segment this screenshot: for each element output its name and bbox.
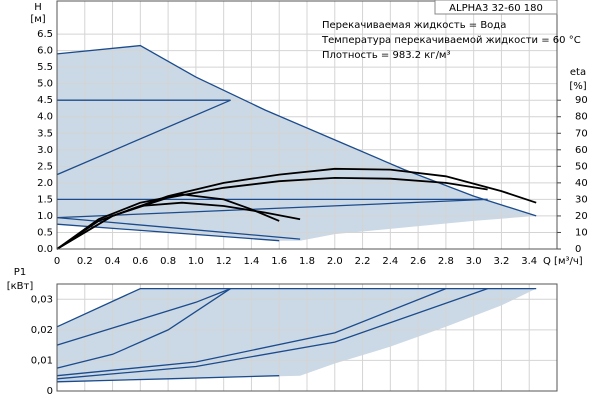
y2-tick-label: 40 (575, 178, 588, 189)
annotation: Перекачиваемая жидкость = Вода (322, 20, 506, 31)
y-tick-label: 3.0 (37, 145, 53, 156)
plot-frame (56, 0, 558, 250)
x-tick-label: 3.2 (493, 256, 509, 267)
y-tick-label: 0,01 (31, 355, 53, 366)
operating-area (57, 288, 537, 382)
x-tick-label: 0.4 (105, 256, 121, 267)
annotation: Плотность = 983.2 кг/м³ (322, 50, 451, 61)
x-tick-label: 0.6 (132, 256, 148, 267)
y2-tick-label: 70 (575, 128, 588, 139)
pump-curve (56, 287, 537, 328)
x-axis-label: Q [м³/ч] (543, 256, 583, 267)
y-tick-label: 4.0 (37, 112, 53, 123)
y2-axis-unit: [%] (569, 81, 586, 92)
pump-curve (56, 375, 280, 383)
x-tick-label: 2.2 (355, 256, 371, 267)
y-axis-label: P1 (14, 267, 26, 278)
x-tick-label: 0.8 (160, 256, 176, 267)
y-tick-label: 1.0 (37, 211, 53, 222)
y-tick-label: 5.0 (37, 79, 53, 90)
y-tick-label: 4.5 (37, 95, 53, 106)
x-tick-label: 3.0 (466, 256, 482, 267)
y-axis-unit: [кВт] (7, 281, 34, 292)
efficiency-curve (56, 193, 280, 250)
y-tick-label: 0,02 (31, 325, 53, 336)
plot-frame (56, 283, 558, 392)
x-tick-label: 1.4 (243, 256, 259, 267)
annotation: Температура перекачиваемой жидкости = 60… (321, 35, 581, 46)
y-tick-label: 0 (47, 386, 53, 397)
efficiency-curve (56, 201, 301, 250)
pump-curve (56, 287, 488, 380)
y-tick-label: 3.5 (37, 128, 53, 139)
x-tick-label: 1.2 (216, 256, 232, 267)
y-tick-label: 5.5 (37, 62, 53, 73)
x-tick-label: 3.4 (521, 256, 537, 267)
y2-tick-label: 10 (575, 227, 588, 238)
pump-curve (56, 198, 488, 219)
y-tick-label: 0.0 (37, 244, 53, 255)
x-tick-label: 0.2 (77, 256, 93, 267)
y-axis-unit: [м] (30, 14, 45, 25)
y2-tick-label: 0 (575, 244, 581, 255)
y-tick-label: 6.5 (37, 29, 53, 40)
x-tick-label: 1.0 (188, 256, 204, 267)
x-tick-label: 1.6 (271, 256, 287, 267)
pump-curve (56, 44, 537, 217)
y-tick-label: 1.5 (37, 194, 53, 205)
pump-curve (56, 287, 447, 377)
y2-tick-label: 30 (575, 194, 588, 205)
y2-tick-label: 80 (575, 112, 588, 123)
y-tick-label: 2.0 (37, 178, 53, 189)
pump-curve (56, 287, 231, 346)
y-tick-label: 2.5 (37, 161, 53, 172)
x-tick-label: 1.8 (299, 256, 315, 267)
y2-tick-label: 50 (575, 161, 588, 172)
chart-title: ALPHA3 32-60 180 (449, 3, 543, 14)
x-tick-label: 0 (54, 256, 60, 267)
x-tick-label: 2.8 (438, 256, 454, 267)
x-tick-label: 2.4 (382, 256, 398, 267)
x-tick-label: 2.6 (410, 256, 426, 267)
y2-tick-label: 90 (575, 95, 588, 106)
pump-curve (56, 99, 231, 176)
y2-tick-label: 20 (575, 211, 588, 222)
pump-curve (56, 288, 231, 369)
y-axis-label: H (34, 2, 42, 13)
y-tick-label: 0,03 (31, 294, 53, 305)
y-tick-label: 0.5 (37, 227, 53, 238)
y-tick-label: 6.0 (37, 46, 53, 57)
y2-tick-label: 60 (575, 145, 588, 156)
operating-area (57, 45, 537, 241)
y2-axis-label: eta (570, 67, 586, 78)
title-box (434, 0, 558, 15)
x-tick-label: 2.0 (327, 256, 343, 267)
